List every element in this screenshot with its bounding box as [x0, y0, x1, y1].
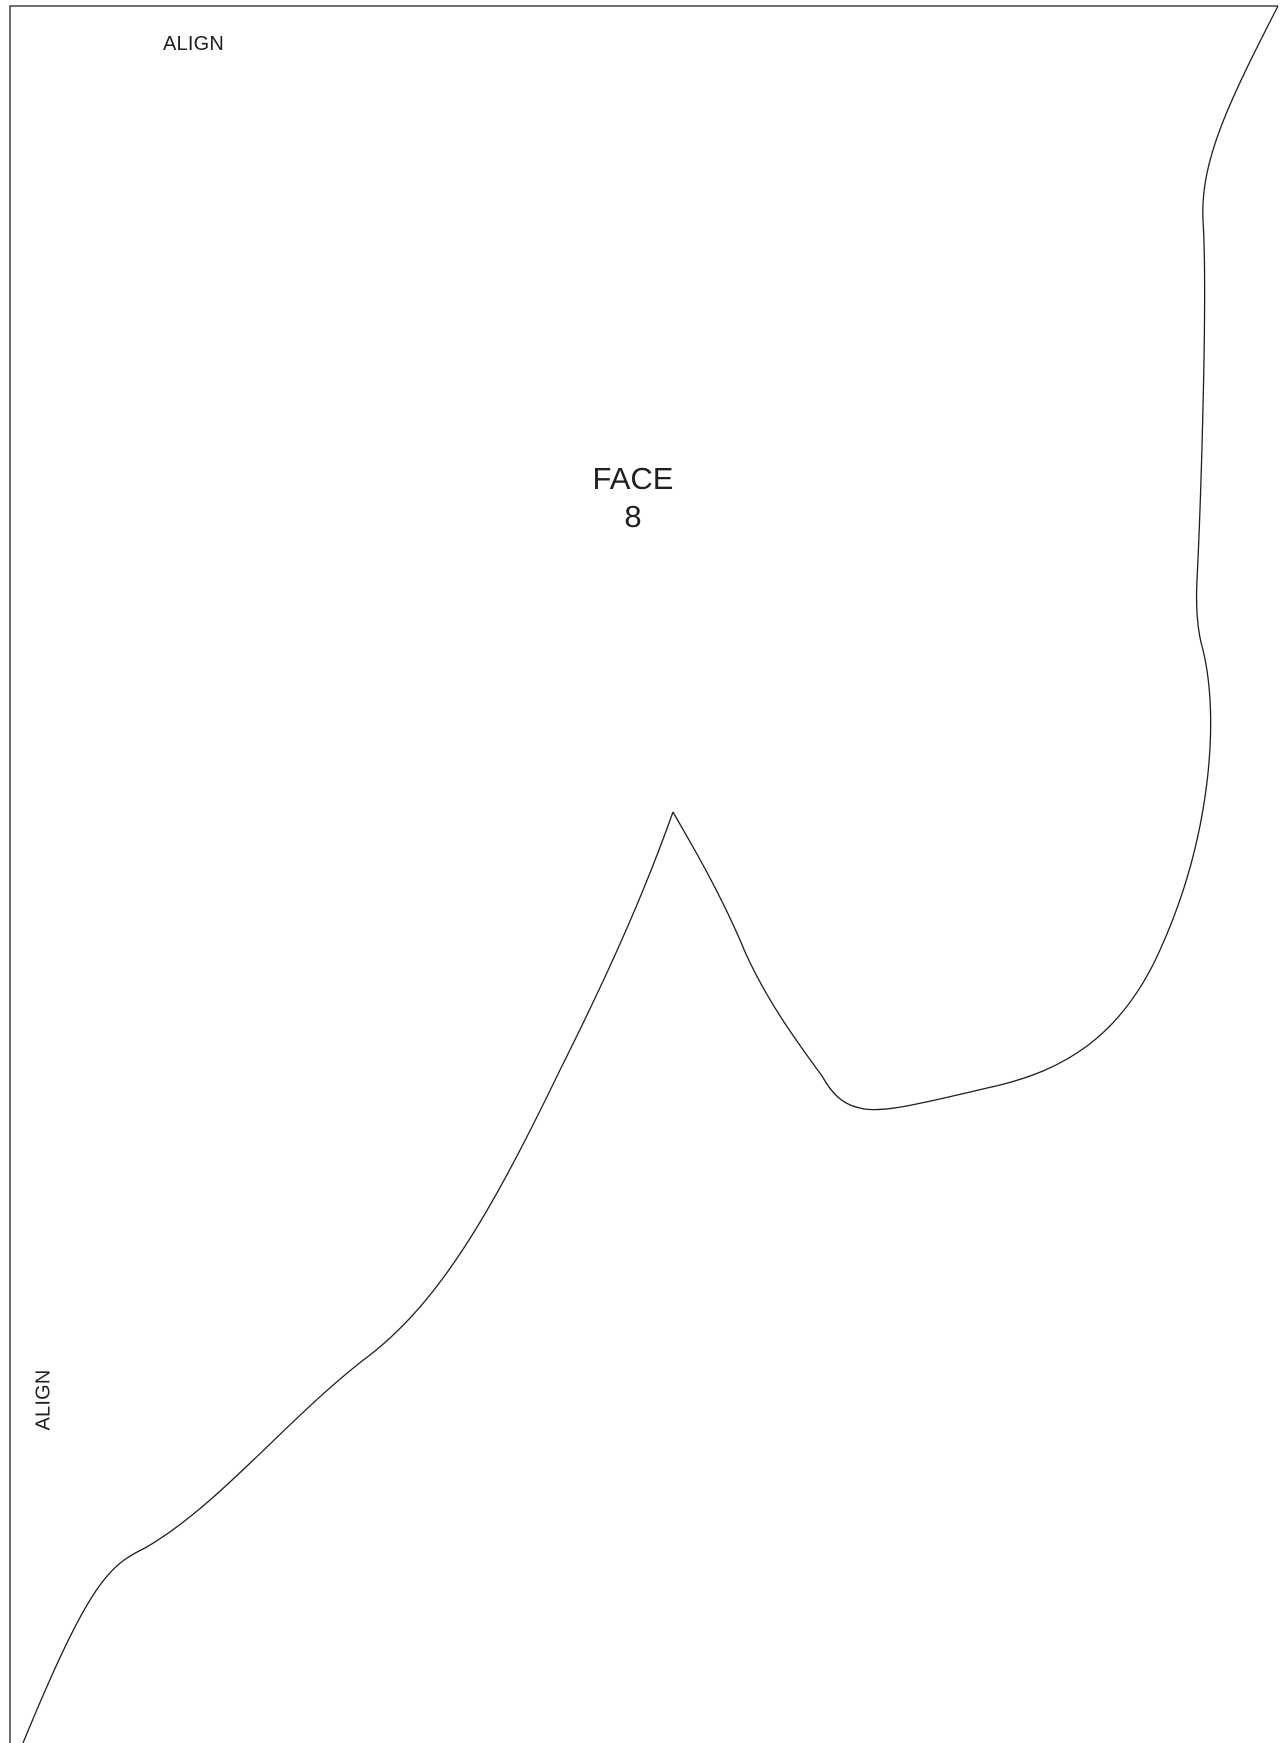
face-label: FACE 8 — [563, 460, 703, 536]
align-label-top: ALIGN — [163, 33, 225, 55]
left-cut-line — [22, 811, 674, 1743]
face-number: 8 — [624, 499, 642, 534]
right-cut-line — [672, 5, 1279, 1111]
align-label-side: ALIGN — [32, 1369, 55, 1431]
frame-top-left-edges — [9, 5, 1278, 1743]
face-title: FACE — [592, 461, 674, 496]
